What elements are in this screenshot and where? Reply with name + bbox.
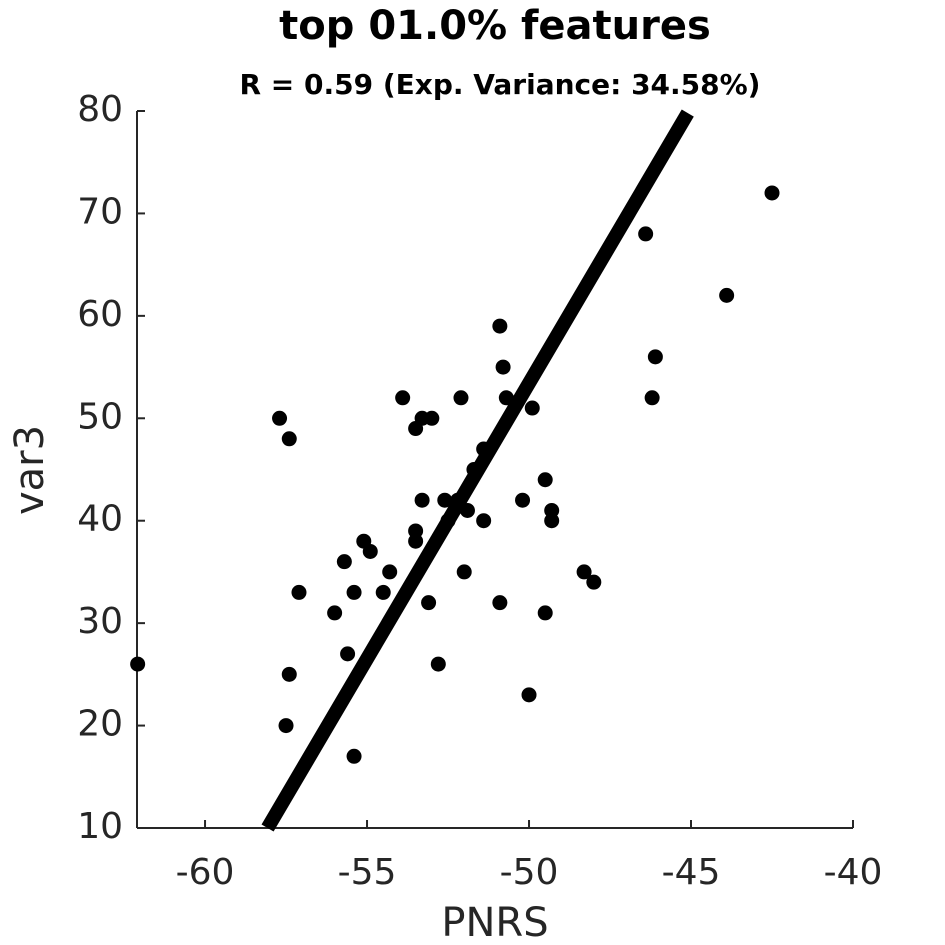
x-tick-label: -40 [824,852,883,893]
point [395,390,411,406]
x-tick-label: -45 [662,852,721,893]
point [586,574,602,590]
point [576,564,592,580]
point [346,584,362,600]
point [291,584,307,600]
point [459,502,475,518]
point [515,492,531,508]
point [647,349,663,365]
y-tick-label: 30 [77,601,123,642]
point [537,605,553,621]
y-tick-label: 60 [77,294,123,335]
x-tick-label: -50 [500,852,559,893]
point [281,431,297,447]
point [638,226,654,242]
y-tick-label: 50 [77,396,123,437]
point [346,748,362,764]
chart-title: top 01.0% features [279,3,711,49]
point [340,646,356,662]
point [414,492,430,508]
point [456,564,472,580]
point [430,656,446,672]
y-tick-label: 10 [77,806,123,847]
point [272,410,288,426]
y-tick-label: 40 [77,499,123,540]
chart-subtitle: R = 0.59 (Exp. Variance: 34.58%) [240,68,761,101]
point [524,400,540,416]
y-tick-label: 20 [77,704,123,745]
point [362,543,378,559]
point [495,359,511,375]
point [382,564,398,580]
point [424,410,440,426]
x-tick-label: -60 [176,852,235,893]
point [498,390,514,406]
point [375,584,391,600]
point [130,656,146,672]
point [476,441,492,457]
y-tick-label: 80 [77,89,123,130]
point [408,523,424,539]
point [450,492,466,508]
point [492,595,508,611]
y-axis-label: var3 [7,425,53,515]
point [537,472,553,488]
point [278,718,294,734]
point [644,390,660,406]
point [476,513,492,529]
point [764,185,780,201]
point [437,492,453,508]
point [544,513,560,529]
x-axis-label: PNRS [441,900,548,945]
y-tick-label: 70 [77,191,123,232]
point [281,666,297,682]
point [466,462,482,477]
point [336,554,352,570]
point [521,687,537,703]
point [421,595,437,611]
point [440,513,456,529]
point [719,287,735,303]
point [453,390,469,406]
point [327,605,343,621]
x-tick-label: -55 [338,852,397,893]
point [492,318,508,334]
